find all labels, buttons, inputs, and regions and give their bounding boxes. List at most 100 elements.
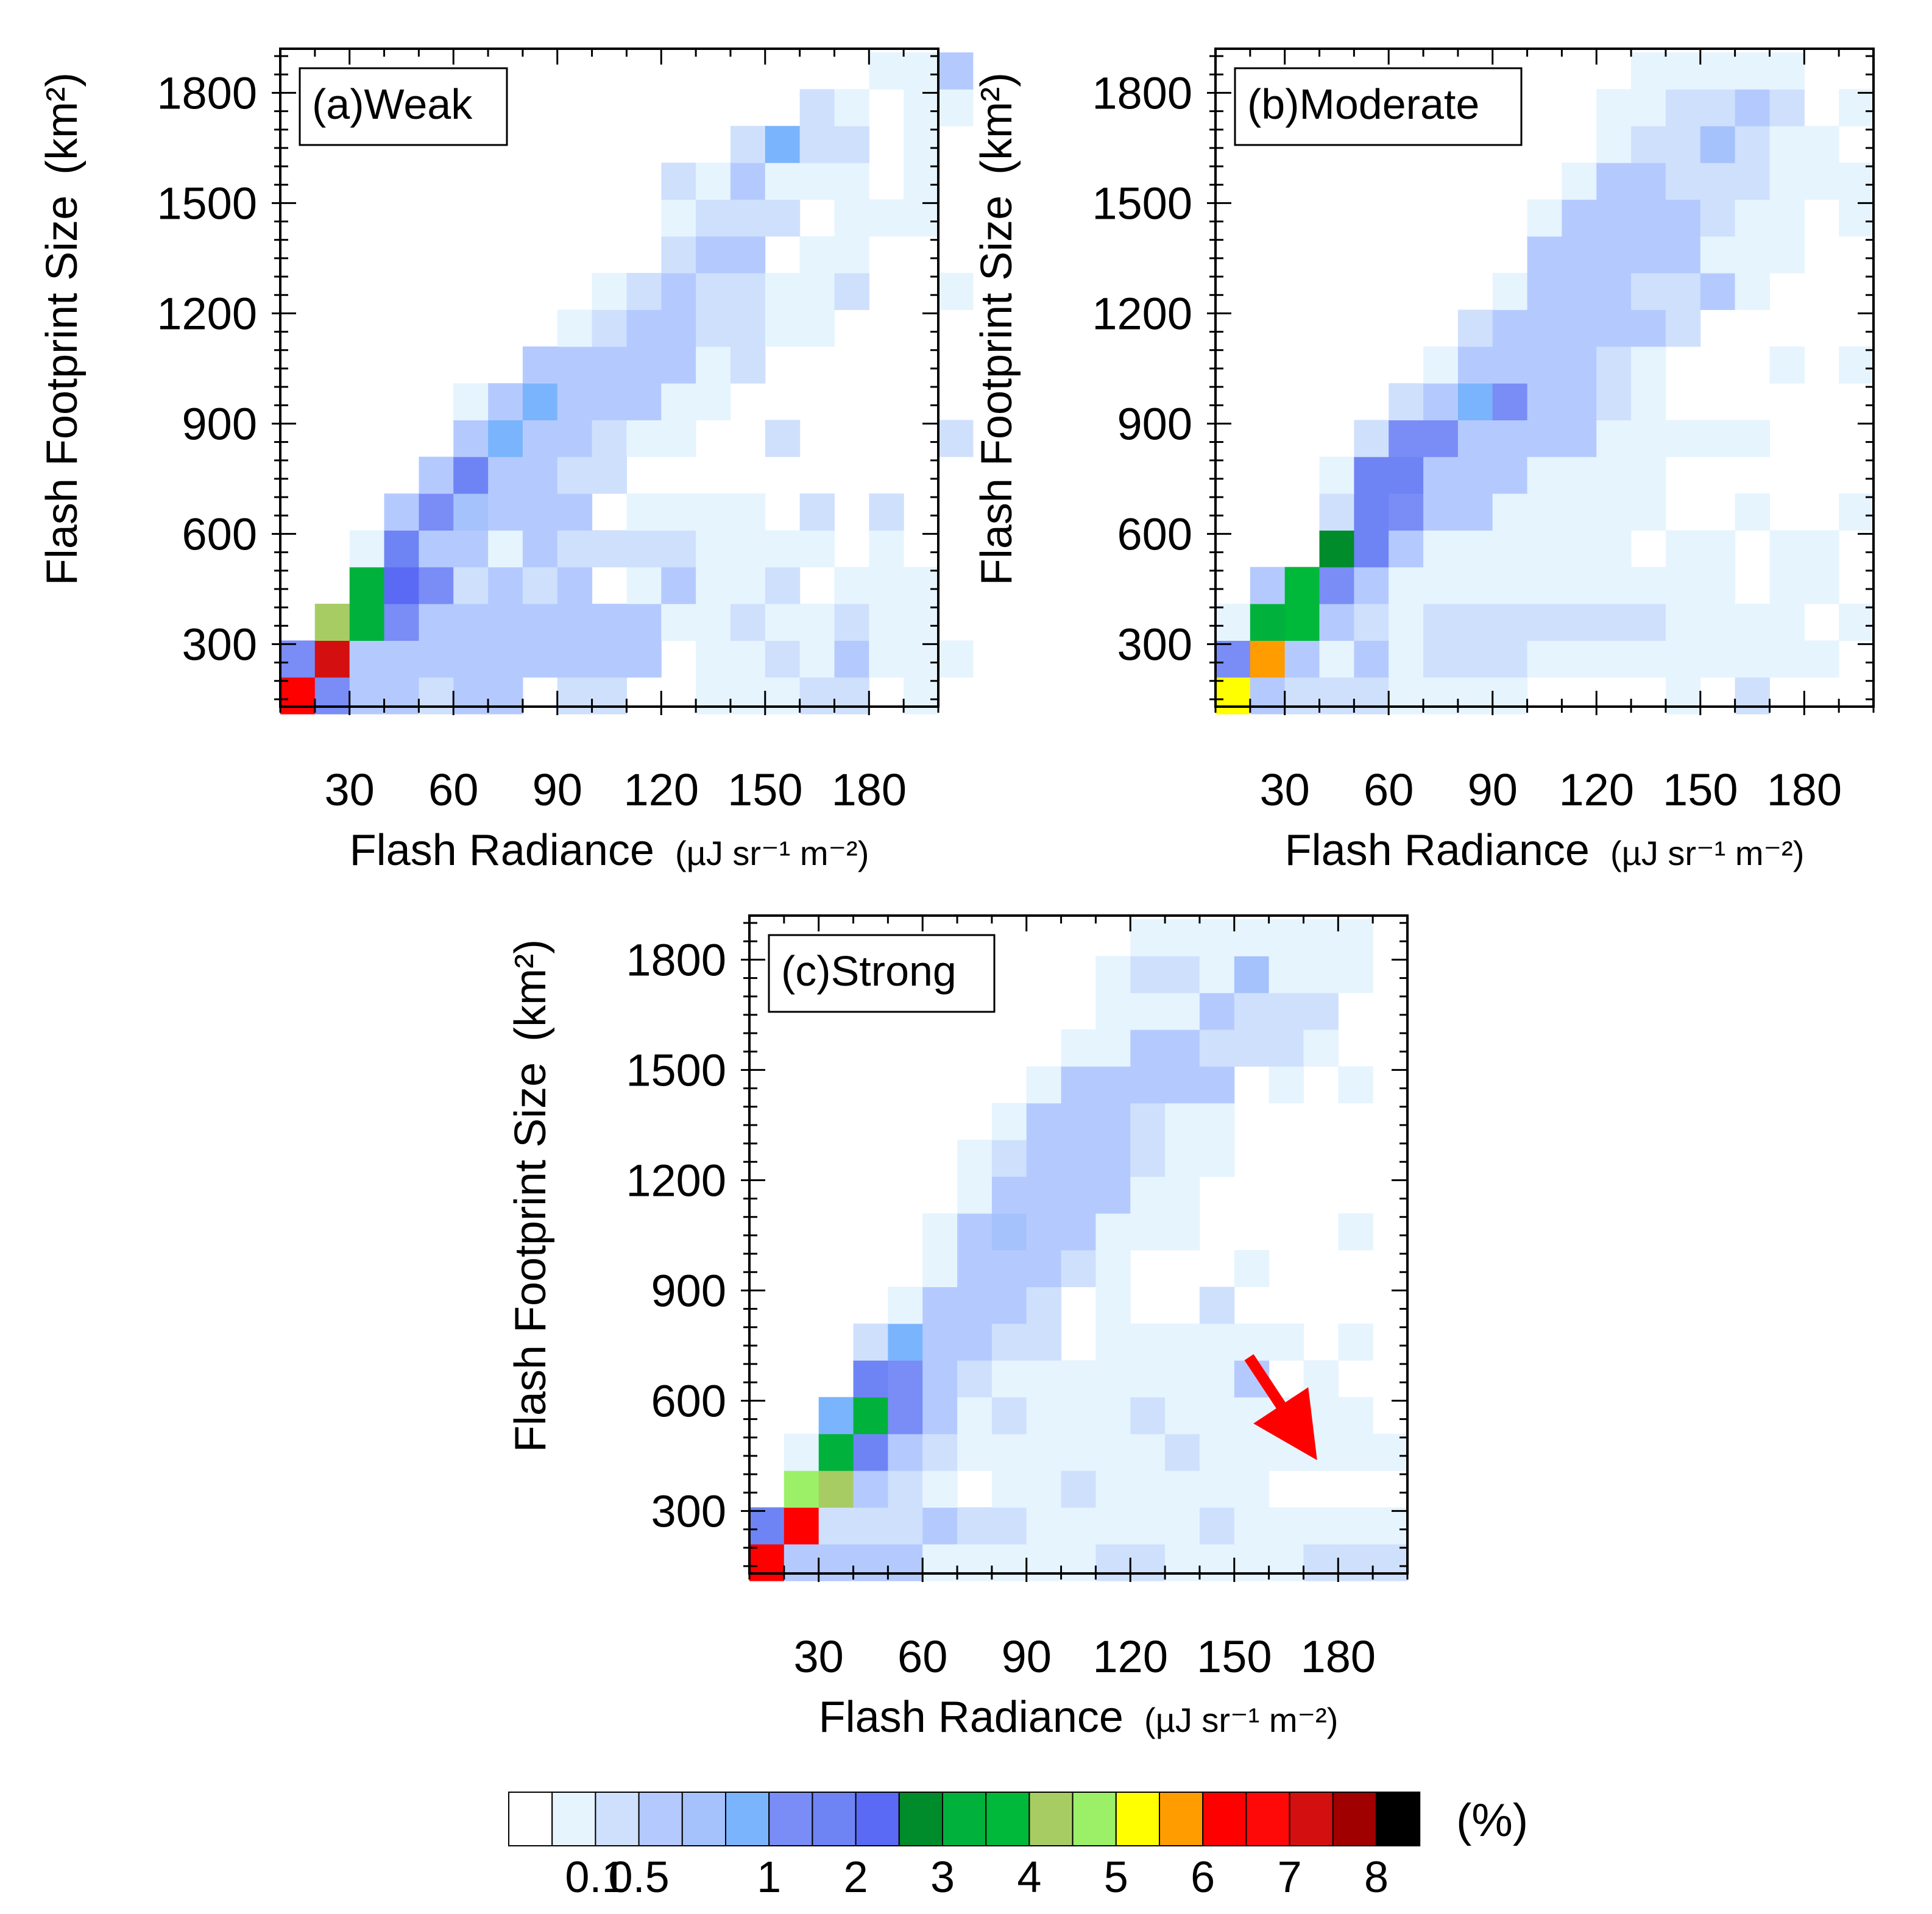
x-tick-label: 60 (897, 1631, 947, 1682)
heatmap-cell (314, 677, 350, 715)
y-tick-labels: 300 600 900 1200 1500 1800 (626, 934, 726, 1536)
heatmap-cell (1700, 199, 1736, 237)
heatmap-cell (661, 530, 696, 568)
heatmap-cell (1165, 919, 1200, 956)
heatmap-cell (1527, 420, 1562, 457)
colorbar-tick-label: 2 (844, 1853, 868, 1902)
y-axis-label: Flash Footprint Size (km²) (506, 939, 555, 1452)
heatmap-cell (1338, 1544, 1373, 1581)
heatmap-cell (1130, 1360, 1166, 1397)
heatmap-cell (1095, 992, 1131, 1030)
heatmap-cell (1527, 383, 1562, 420)
heatmap-cell (1284, 640, 1320, 678)
heatmap-cell (1735, 493, 1770, 531)
heatmap-cell (1457, 530, 1493, 568)
heatmap-cell (1095, 1507, 1131, 1545)
y-tick-label: 1800 (626, 934, 726, 985)
heatmap-cell (1839, 604, 1874, 641)
heatmap-cell (696, 677, 731, 715)
heatmap-cell (1423, 420, 1459, 457)
heatmap-cell (696, 493, 731, 531)
heatmap-cell (1631, 199, 1666, 237)
heatmap-cell (818, 1433, 854, 1471)
heatmap-cell (1492, 383, 1528, 420)
heatmap-cell (1026, 1176, 1062, 1214)
heatmap-cell (1492, 346, 1528, 384)
heatmap-cell (557, 677, 593, 715)
heatmap-cell (834, 125, 869, 163)
heatmap-cell (799, 309, 835, 347)
heatmap-cell (488, 383, 523, 420)
heatmap-cell (1061, 1360, 1096, 1397)
heatmap-cell (1199, 1103, 1235, 1140)
heatmap-cell (834, 640, 869, 678)
heatmap-cell (453, 640, 489, 678)
heatmap-cell (1562, 273, 1597, 310)
heatmap-cell (1700, 236, 1736, 274)
colorbar-bin (1072, 1792, 1117, 1846)
heatmap-cell (1284, 604, 1320, 641)
heatmap-cell (1319, 677, 1354, 715)
heatmap-cell (557, 420, 593, 457)
heatmap-cell (957, 1176, 993, 1214)
heatmap-cell (957, 1507, 993, 1545)
heatmap-cell (1269, 1323, 1304, 1361)
heatmap-cell (419, 640, 454, 678)
colorbar-bin (681, 1792, 727, 1846)
heatmap-cell (696, 346, 731, 384)
heatmap-cell (557, 493, 593, 531)
heatmap-cell (522, 604, 558, 641)
heatmap-cell (1665, 309, 1701, 347)
heatmap-cell (592, 604, 627, 641)
heatmap-cell (1596, 346, 1632, 384)
heatmap-cell (749, 1507, 785, 1545)
heatmap-cell (1250, 567, 1286, 604)
heatmap-cell (799, 530, 835, 568)
heatmap-cell (1769, 236, 1805, 274)
heatmap-cell (991, 1360, 1027, 1397)
heatmap-cell (1562, 640, 1597, 678)
heatmap-cell (1165, 1397, 1200, 1435)
heatmap-cell (1095, 1103, 1131, 1140)
heatmap-cell (1234, 1397, 1270, 1435)
heatmap-cell (1665, 640, 1701, 678)
heatmap-cell (1165, 1029, 1200, 1067)
heatmap-cell (1423, 530, 1459, 568)
heatmap-cell (1631, 163, 1666, 200)
heatmap-cell (1269, 1544, 1304, 1581)
heatmap-cell (1026, 1287, 1062, 1324)
heatmap-cell (626, 346, 662, 384)
heatmap-cell (1199, 1066, 1235, 1104)
heatmap-cell (1250, 640, 1286, 678)
heatmap-cell (1423, 456, 1459, 494)
colorbar-bin (942, 1792, 987, 1846)
heatmap-cell (592, 346, 627, 384)
heatmap-cell (1026, 1213, 1062, 1251)
heatmap-cell (834, 567, 869, 604)
colorbar-bin (595, 1792, 640, 1846)
heatmap-cell (384, 677, 419, 715)
heatmap-cell (626, 420, 662, 457)
heatmap-cell (661, 604, 696, 641)
x-axis-unit: (µJ sr⁻¹ m⁻²) (675, 834, 869, 872)
heatmap-cell (661, 236, 696, 274)
heatmap-cell (853, 1397, 888, 1435)
x-tick-label: 180 (1767, 765, 1842, 815)
heatmap-cell (349, 567, 385, 604)
heatmap-cell (1354, 456, 1389, 494)
heatmap-cell (488, 640, 523, 678)
heatmap-cell (1061, 1544, 1096, 1581)
heatmap-cell (1165, 1433, 1200, 1471)
heatmap-cell (818, 1397, 854, 1435)
heatmap-cell (957, 1323, 993, 1361)
heatmap-cell (453, 530, 489, 568)
heatmap-cell (1562, 493, 1597, 531)
heatmap-cell (696, 530, 731, 568)
heatmap-cell (749, 1544, 785, 1581)
heatmap-cell (1596, 567, 1632, 604)
plot-frame (748, 914, 1409, 1575)
heatmap-cell (1284, 677, 1320, 715)
heatmap-cell (1492, 273, 1528, 310)
heatmap-cell (730, 640, 766, 678)
heatmap-cell (419, 493, 454, 531)
